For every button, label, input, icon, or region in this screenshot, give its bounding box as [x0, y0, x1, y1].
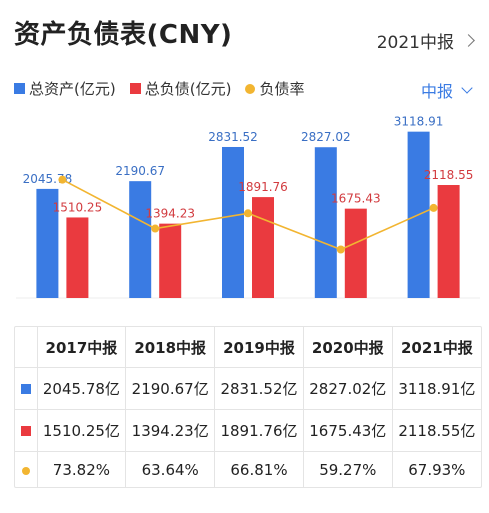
balance-sheet-chart: 2045.781510.252190.671394.232831.521891.… [16, 115, 480, 299]
row-marker-cell [15, 409, 38, 453]
bar-label-liabilities-0: 1510.25 [53, 200, 103, 214]
row-marker-square [20, 425, 31, 436]
table-cell: 1675.43亿 [303, 409, 393, 453]
table-row: 73.82% 63.64% 66.81% 59.27% 67.93% [15, 451, 481, 487]
table-header-cell: 2021中报 [392, 327, 481, 369]
debt-ratio-point-0 [58, 175, 67, 184]
bar-label-assets-1: 2190.67 [115, 164, 165, 178]
chart-legend: 总资产(亿元) 总负债(亿元) 负债率 [14, 78, 304, 99]
bar-liabilities-1 [159, 223, 182, 298]
table-cell: 1891.76亿 [214, 409, 304, 453]
bar-liabilities-0 [66, 217, 89, 298]
table-cell: 66.81% [214, 451, 304, 487]
bar-label-assets-4: 3118.91 [394, 115, 444, 129]
bar-label-assets-3: 2827.02 [301, 130, 351, 144]
legend-item-liabilities[interactable]: 总负债(亿元) [129, 78, 232, 99]
page-title: 资产负债表(CNY) [14, 20, 233, 50]
table-header-cell: 2020中报 [303, 327, 393, 369]
table-cell: 67.93% [408, 460, 466, 479]
legend-item-assets[interactable]: 总资产(亿元) [14, 78, 116, 99]
bar-label-liabilities-3: 1675.43 [331, 192, 381, 206]
dropdown-label: 中报 [420, 82, 453, 101]
row-marker-square [20, 383, 31, 394]
legend-swatch-assets [14, 83, 25, 94]
bar-liabilities-3 [344, 208, 367, 298]
table-cell: 63.64% [125, 451, 216, 487]
chevron-down-icon [461, 82, 473, 94]
bar-assets-2 [222, 146, 244, 298]
chevron-right-icon [462, 34, 475, 47]
table-cell: 2827.02亿 [303, 367, 393, 411]
bar-liabilities-4 [437, 185, 460, 298]
table-row: 1510.25亿 1394.23亿 1891.76亿 1675.43亿 2118.55亿 [15, 409, 481, 453]
row-marker-cell [15, 451, 38, 487]
bar-liabilities-2 [252, 197, 274, 298]
table-header-row: 2017中报 2018中报 2019中报 2020中报 2021中报 [15, 327, 481, 369]
period-link-label: 2021中报 [376, 33, 454, 53]
bar-assets-0 [36, 188, 59, 298]
debt-ratio-point-1 [151, 224, 160, 233]
table-header-blank [15, 327, 38, 369]
table-cell: 73.82% [37, 451, 127, 487]
bar-label-liabilities-4: 2118.55 [424, 168, 474, 182]
legend-item-debt-ratio[interactable]: 负债率 [245, 78, 304, 99]
table-cell: 2045.78亿 [37, 367, 127, 411]
legend-label-assets: 总资产(亿元) [29, 80, 116, 98]
legend-swatch-liabilities [129, 83, 141, 94]
table-cell: 3118.91亿 [392, 367, 481, 411]
report-type-dropdown[interactable]: 中报 [420, 78, 473, 102]
table-header-cell: 2019中报 [214, 327, 304, 369]
legend-label-liabilities: 总负债(亿元) [144, 80, 232, 98]
bar-label-assets-2: 2831.52 [208, 130, 258, 144]
bar-label-liabilities-2: 1891.76 [238, 180, 288, 194]
table-cell: 59.27% [303, 451, 393, 487]
row-marker-cell [15, 367, 38, 411]
bar-label-liabilities-1: 1394.23 [145, 207, 195, 221]
table-header-cell: 2017中报 [37, 327, 127, 369]
table-cell: 2831.52亿 [214, 367, 304, 411]
legend-swatch-debt-ratio [245, 83, 256, 94]
table-cell: 1510.25亿 [37, 409, 127, 453]
table-header-cell: 2018中报 [125, 327, 216, 369]
debt-ratio-point-4 [429, 203, 438, 212]
period-selector-link[interactable]: 2021中报 [376, 28, 475, 53]
bar-assets-1 [129, 181, 152, 298]
table-row: 2045.78亿 2190.67亿 2831.52亿 2827.02亿 3118.91亿 [15, 367, 481, 411]
debt-ratio-point-3 [336, 245, 345, 254]
table-cell: 1394.23亿 [125, 409, 216, 453]
table-cell: 2190.67亿 [125, 367, 216, 411]
row-marker-dot [21, 466, 30, 475]
data-table: 2017中报 2018中报 2019中报 2020中报 2021中报 2045.78亿 21… [14, 326, 482, 488]
bar-assets-3 [314, 147, 337, 298]
legend-label-debt-ratio: 负债率 [259, 80, 305, 98]
table-cell: 2118.55亿 [392, 409, 481, 453]
debt-ratio-point-2 [244, 209, 252, 218]
